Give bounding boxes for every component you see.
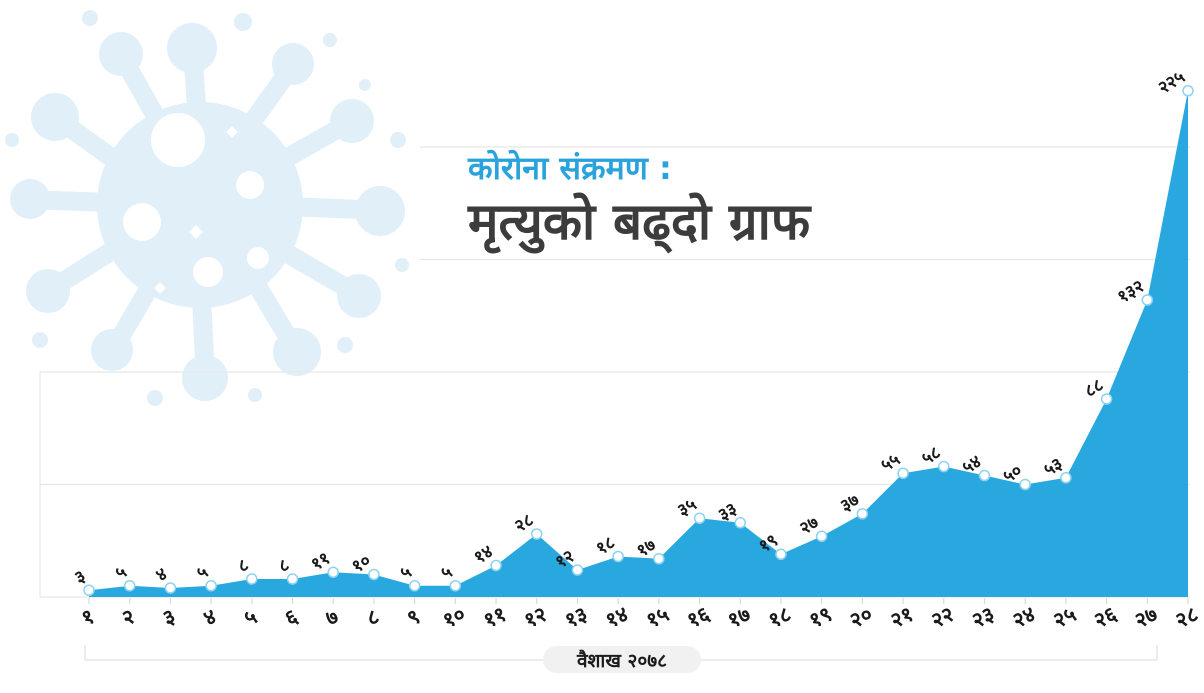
data-point-dot [1182,85,1194,97]
data-point-dot [571,564,584,576]
data-point-dot [83,584,95,596]
x-axis-label: २३ [968,602,998,633]
x-axis-label: २७ [1131,602,1161,633]
x-axis-label: २१ [887,602,917,633]
data-point-dot [978,469,991,482]
data-point-dot [327,566,339,578]
data-point-dot [815,530,828,542]
x-axis-label: ३ [159,604,179,630]
value-label: ५ [438,562,456,584]
data-point-dot [856,508,869,520]
value-label: ८ [234,555,252,577]
chart-title: मृत्युको बढ्दो ग्राफ [468,193,811,252]
data-point-dot [1100,393,1113,405]
x-axis-label: १६ [683,602,713,633]
data-point-dot [693,512,706,524]
value-label: ५ [397,562,415,584]
coronavirus-icon [5,10,409,406]
x-axis-label: १७ [724,602,754,633]
data-point-dot [1060,472,1072,484]
x-axis-label: १० [439,602,469,633]
x-axis-label: २८ [1172,602,1202,633]
data-point-dot [246,573,258,585]
data-point-dot [1019,478,1031,491]
data-point-dot [123,580,136,592]
x-axis-label: ५ [241,604,261,630]
area-series-deaths [89,90,1189,597]
x-axis-label: ४ [200,604,220,630]
data-point-dot [938,460,950,473]
data-point-dot [286,573,299,585]
x-axis-label: १८ [765,602,795,633]
data-point-dot [205,580,217,592]
x-axis-label: १२ [521,602,551,633]
x-axis-label: २२ [928,602,958,633]
x-axis-period-label: वैशाख २०७८ [543,646,701,673]
x-axis-label: १ [78,604,98,630]
value-label: ८ [275,555,293,577]
data-point-dot [530,528,543,540]
x-axis-label: १९ [805,602,835,633]
x-axis-label: ६ [281,604,301,630]
x-axis-label: २४ [1009,602,1039,633]
data-point-dot [775,548,787,560]
value-label: ४ [153,564,171,586]
x-axis-label: १३ [561,602,591,633]
x-axis-label: २५ [1050,602,1080,633]
data-point-dot [1141,294,1154,306]
value-label: ३ [71,567,89,589]
chart-subtitle: कोरोना संक्रमण : [468,149,672,187]
value-label: ५ [112,562,130,584]
x-axis-label: २६ [1090,602,1120,633]
x-axis-label: २ [118,604,138,630]
data-point-dot [897,467,909,479]
data-point-dot [653,553,665,565]
data-point-dot [612,550,624,563]
x-axis-label: ११ [480,602,510,633]
data-point-dot [368,568,380,581]
data-point-dot [734,517,747,529]
x-axis-label: ९ [403,604,423,630]
x-axis-label: १५ [643,602,673,633]
x-axis-label: ८ [363,604,383,630]
data-point-dot [164,582,177,594]
x-axis-label: ७ [322,604,342,630]
x-axis-label: २० [846,602,876,633]
data-point-dot [449,580,462,592]
title-block: कोरोना संक्रमण : मृत्युको बढ्दो ग्राफ [468,146,810,251]
data-point-dot [490,559,502,572]
data-point-dot [408,580,421,592]
x-axis-label: १४ [602,602,632,633]
value-label: ५ [193,562,211,584]
